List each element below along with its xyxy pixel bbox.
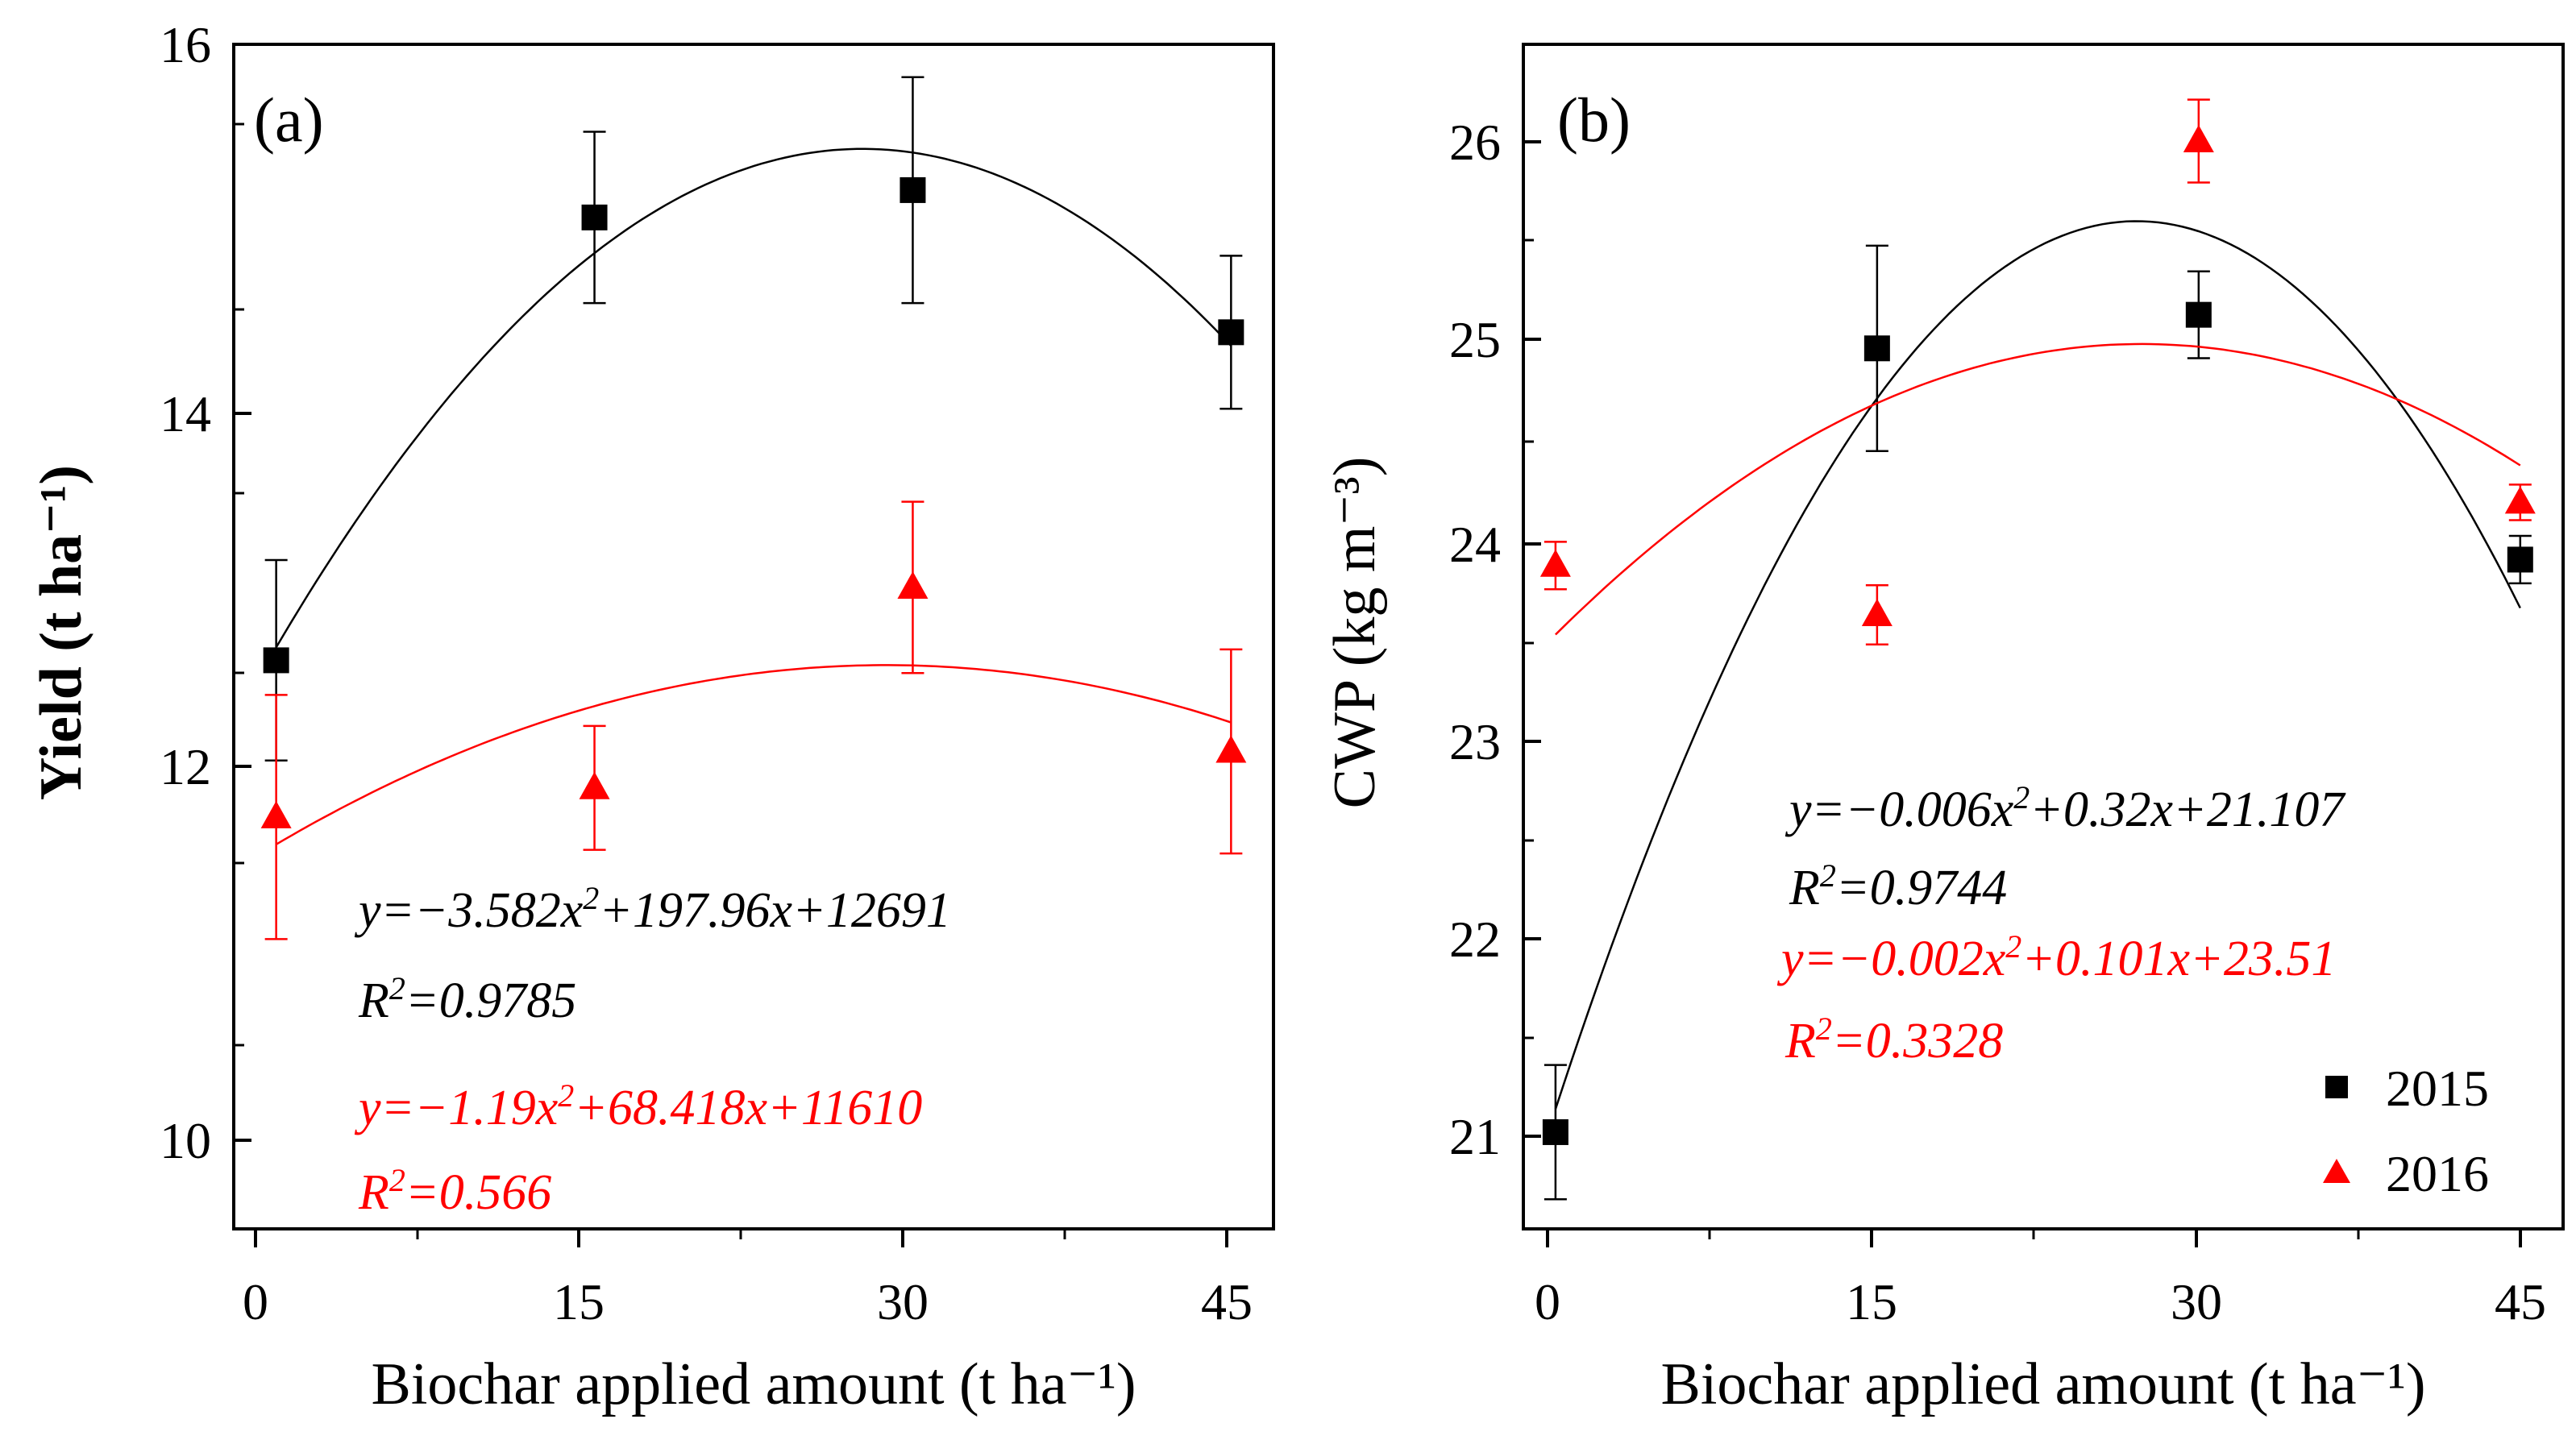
legend-label-2016: 2016	[2386, 1145, 2489, 1202]
y-tick-label: 14	[160, 385, 211, 442]
x-tick-label: 15	[1846, 1273, 1897, 1330]
panel-b-label: (b)	[1557, 85, 1631, 155]
panel-a-equation-2015: y=−3.582x2+197.96x+12691	[354, 880, 951, 939]
x-tick-label: 45	[2495, 1273, 2546, 1330]
panel-a-x-axis-title: Biochar applied amount (t ha⁻¹)	[372, 1351, 1136, 1417]
panel-a-plot	[260, 76, 1247, 940]
y-tick-label: 23	[1449, 713, 1501, 770]
panel-a-data-point-2015	[263, 647, 289, 674]
panel-b-frame	[1522, 43, 2565, 1230]
panel-a-data-point-2016	[260, 800, 292, 828]
x-tick-label: 15	[553, 1273, 605, 1330]
x-tick-label: 30	[877, 1273, 929, 1330]
panel-a: (a) 10 12 14 16	[28, 16, 1275, 1417]
panel-b-y-ticks	[1523, 140, 1541, 1138]
y-tick-label: 16	[160, 16, 211, 73]
panel-b-data-point-2016	[2504, 486, 2536, 514]
panel-b-fit-curve-2016	[1555, 342, 2521, 636]
panel-b-x-tick-labels: 0 15 30 45	[1535, 1273, 2546, 1330]
panel-a-y-axis-title: Yield (t ha⁻¹)	[28, 465, 94, 800]
y-tick-label: 24	[1449, 516, 1501, 573]
panel-b-x-axis-title: Biochar applied amount (t ha⁻¹)	[1661, 1351, 2426, 1417]
x-tick-label: 0	[1535, 1273, 1560, 1330]
panel-b-r2-2016: R2=0.3328	[1785, 1010, 2003, 1069]
panel-b-data-point-2015	[1542, 1118, 1568, 1145]
panel-a-data-point-2016	[579, 771, 610, 799]
x-tick-label: 30	[2171, 1273, 2222, 1330]
panel-b-plot	[1539, 98, 2536, 1201]
panel-b-fit-curve-2015	[1554, 220, 2521, 1110]
panel-a-y-ticks	[234, 43, 251, 1142]
legend-marker-2015	[2325, 1076, 2348, 1098]
panel-a-data-point-2015	[1218, 319, 1244, 346]
legend-label-2015: 2015	[2386, 1060, 2489, 1117]
legend-marker-2016	[2323, 1159, 2350, 1183]
panel-b-data-point-2015	[1863, 335, 1890, 362]
panel-a-data-point-2015	[581, 204, 608, 230]
panel-b-data-point-2015	[2507, 546, 2533, 573]
panel-a-data-point-2015	[900, 176, 926, 203]
panel-b-x-ticks	[1546, 1229, 2522, 1247]
panel-a-fit-curve-2015	[275, 147, 1232, 648]
panel-b-data-point-2016	[1861, 599, 1893, 627]
panel-a-r2-2015: R2=0.9785	[358, 970, 576, 1029]
y-tick-label: 22	[1449, 911, 1501, 968]
x-tick-label: 0	[243, 1273, 268, 1330]
panel-a-data-point-2016	[1215, 735, 1247, 763]
panel-a-x-ticks	[254, 1229, 1228, 1247]
x-tick-label: 45	[1201, 1273, 1253, 1330]
panel-b-equation-2016: y=−0.002x2+0.101x+23.51	[1776, 928, 2336, 987]
panel-a-x-tick-labels: 0 15 30 45	[243, 1273, 1253, 1330]
panel-a-frame	[232, 43, 1275, 1230]
panel-b-data-point-2016	[2183, 125, 2214, 153]
panel-b-data-point-2015	[2185, 301, 2212, 328]
panel-b: (b) 21 22 23 24 25 26	[1322, 43, 2565, 1417]
panel-b-legend: 2015 2016	[2323, 1060, 2489, 1202]
panel-b-equation-2015: y=−0.006x2+0.32x+21.107	[1785, 779, 2346, 838]
y-tick-label: 26	[1449, 114, 1501, 171]
y-tick-label: 10	[160, 1112, 211, 1169]
panel-a-y-tick-labels: 10 12 14 16	[160, 16, 211, 1169]
y-tick-label: 25	[1449, 311, 1501, 368]
panel-b-data-point-2016	[1539, 549, 1571, 577]
y-tick-label: 21	[1449, 1108, 1501, 1165]
panel-b-y-axis-title: CWP (kg m⁻³)	[1322, 457, 1388, 809]
panel-a-r2-2016: R2=0.566	[358, 1162, 551, 1221]
y-tick-label: 12	[160, 738, 211, 795]
panel-a-label: (a)	[254, 85, 324, 155]
panel-a-equation-2016: y=−1.19x2+68.418x+11610	[354, 1077, 922, 1136]
panel-b-r2-2015: R2=0.9744	[1789, 857, 2007, 916]
panel-b-y-tick-labels: 21 22 23 24 25 26	[1449, 114, 1501, 1165]
panel-a-fit-curve-2016	[276, 664, 1232, 845]
panel-a-data-point-2016	[897, 571, 929, 599]
